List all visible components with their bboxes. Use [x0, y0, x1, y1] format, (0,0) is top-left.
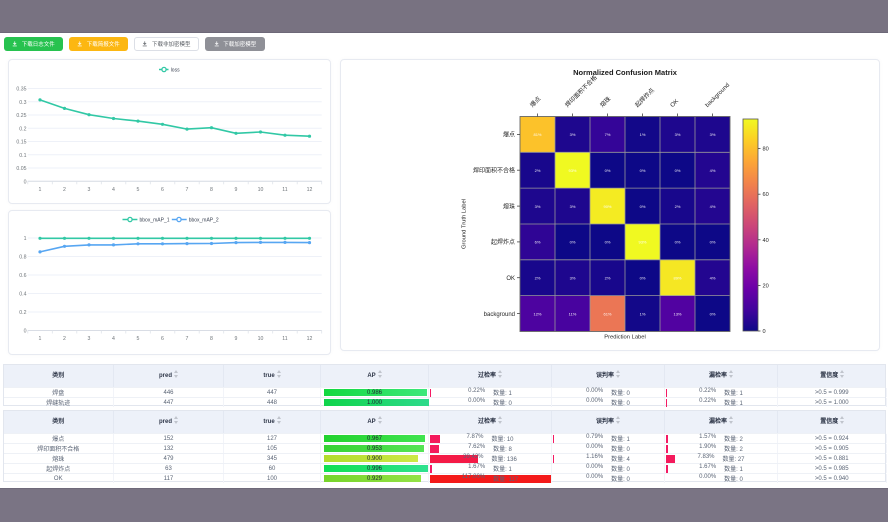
svg-text:焊印面积不合格: 焊印面积不合格 — [563, 74, 598, 109]
svg-text:2%: 2% — [535, 276, 541, 281]
svg-text:background: background — [705, 82, 731, 108]
svg-text:2%: 2% — [675, 204, 681, 209]
svg-text:93%: 93% — [568, 168, 576, 173]
svg-text:bbox_mAP_2: bbox_mAP_2 — [189, 217, 219, 223]
svg-text:3%: 3% — [570, 132, 576, 137]
svg-text:0%: 0% — [640, 168, 646, 173]
svg-text:10: 10 — [258, 336, 264, 342]
svg-text:7%: 7% — [605, 132, 611, 137]
svg-text:0.4: 0.4 — [19, 292, 26, 298]
svg-text:11: 11 — [282, 336, 287, 342]
svg-text:0.25: 0.25 — [16, 113, 26, 119]
svg-text:4%: 4% — [710, 168, 716, 173]
svg-text:12: 12 — [307, 187, 313, 193]
svg-text:Ground Truth Label: Ground Truth Label — [462, 199, 468, 249]
svg-text:90%: 90% — [603, 204, 611, 209]
svg-text:爆点: 爆点 — [528, 95, 542, 109]
svg-text:40: 40 — [763, 238, 769, 244]
svg-text:12: 12 — [307, 336, 313, 342]
svg-text:0.2: 0.2 — [19, 126, 26, 132]
svg-text:3%: 3% — [570, 276, 576, 281]
svg-text:93%: 93% — [638, 240, 646, 245]
svg-text:2: 2 — [63, 336, 66, 342]
svg-text:0: 0 — [763, 329, 766, 335]
svg-text:爆点: 爆点 — [503, 131, 515, 139]
svg-text:起焊炸点: 起焊炸点 — [491, 238, 515, 246]
svg-text:熔珠: 熔珠 — [598, 95, 612, 109]
svg-text:background: background — [484, 312, 515, 318]
svg-text:80: 80 — [763, 147, 769, 153]
svg-text:1%: 1% — [640, 132, 646, 137]
svg-text:3%: 3% — [570, 204, 576, 209]
svg-text:焊印面积不合格: 焊印面积不合格 — [473, 166, 515, 174]
svg-text:4: 4 — [112, 187, 115, 193]
svg-text:0.2: 0.2 — [19, 310, 26, 316]
svg-text:6: 6 — [161, 336, 164, 342]
svg-text:6: 6 — [161, 187, 164, 193]
svg-text:0.1: 0.1 — [19, 153, 26, 159]
svg-text:0%: 0% — [710, 240, 716, 245]
svg-text:3%: 3% — [710, 132, 716, 137]
svg-text:3: 3 — [88, 187, 91, 193]
svg-text:81%: 81% — [533, 132, 541, 137]
svg-text:8: 8 — [210, 336, 213, 342]
svg-text:0%: 0% — [710, 311, 716, 316]
svg-text:1: 1 — [39, 336, 42, 342]
svg-text:熔珠: 熔珠 — [503, 202, 515, 210]
svg-text:1: 1 — [24, 236, 27, 242]
svg-text:12%: 12% — [533, 311, 541, 316]
svg-text:0.15: 0.15 — [16, 140, 26, 146]
svg-text:0%: 0% — [675, 240, 681, 245]
svg-text:7: 7 — [186, 187, 189, 193]
svg-text:起焊炸点: 起焊炸点 — [633, 86, 656, 109]
svg-text:0%: 0% — [570, 240, 576, 245]
svg-text:10: 10 — [258, 187, 264, 193]
svg-text:11%: 11% — [569, 311, 577, 316]
svg-text:0.35: 0.35 — [16, 87, 26, 93]
svg-text:OK: OK — [506, 276, 515, 282]
svg-text:3%: 3% — [675, 132, 681, 137]
svg-text:0: 0 — [24, 179, 27, 185]
svg-text:0%: 0% — [605, 240, 611, 245]
svg-text:0%: 0% — [675, 168, 681, 173]
svg-text:OK: OK — [670, 99, 680, 109]
svg-text:5: 5 — [137, 336, 140, 342]
svg-text:0: 0 — [24, 329, 27, 335]
svg-text:9: 9 — [235, 336, 238, 342]
svg-text:2%: 2% — [535, 168, 541, 173]
svg-text:8: 8 — [210, 187, 213, 193]
svg-text:0.8: 0.8 — [19, 255, 26, 261]
svg-text:4%: 4% — [710, 276, 716, 281]
svg-text:3%: 3% — [535, 204, 541, 209]
svg-text:loss: loss — [171, 67, 180, 73]
svg-text:0%: 0% — [640, 204, 646, 209]
svg-text:0.3: 0.3 — [19, 100, 26, 106]
svg-text:61%: 61% — [603, 311, 611, 316]
svg-text:0.6: 0.6 — [19, 273, 26, 279]
svg-text:60: 60 — [763, 192, 769, 198]
svg-text:7: 7 — [186, 336, 189, 342]
svg-text:13%: 13% — [673, 311, 681, 316]
svg-text:bbox_mAP_1: bbox_mAP_1 — [140, 217, 170, 223]
svg-text:0.05: 0.05 — [16, 166, 26, 172]
svg-text:0%: 0% — [640, 276, 646, 281]
svg-text:6%: 6% — [535, 240, 541, 245]
svg-text:Normalized Confusion Matrix: Normalized Confusion Matrix — [573, 68, 678, 77]
svg-text:5: 5 — [137, 187, 140, 193]
svg-text:1%: 1% — [640, 311, 646, 316]
svg-text:4: 4 — [112, 336, 115, 342]
svg-text:3: 3 — [88, 336, 91, 342]
svg-text:0%: 0% — [605, 168, 611, 173]
svg-text:Prediction Label: Prediction Label — [604, 335, 646, 341]
svg-text:1: 1 — [39, 187, 42, 193]
svg-text:4%: 4% — [710, 204, 716, 209]
svg-text:2%: 2% — [605, 276, 611, 281]
svg-text:20: 20 — [763, 283, 769, 289]
svg-text:2: 2 — [63, 187, 66, 193]
svg-text:11: 11 — [282, 187, 287, 193]
svg-text:89%: 89% — [673, 276, 681, 281]
svg-text:9: 9 — [235, 187, 238, 193]
